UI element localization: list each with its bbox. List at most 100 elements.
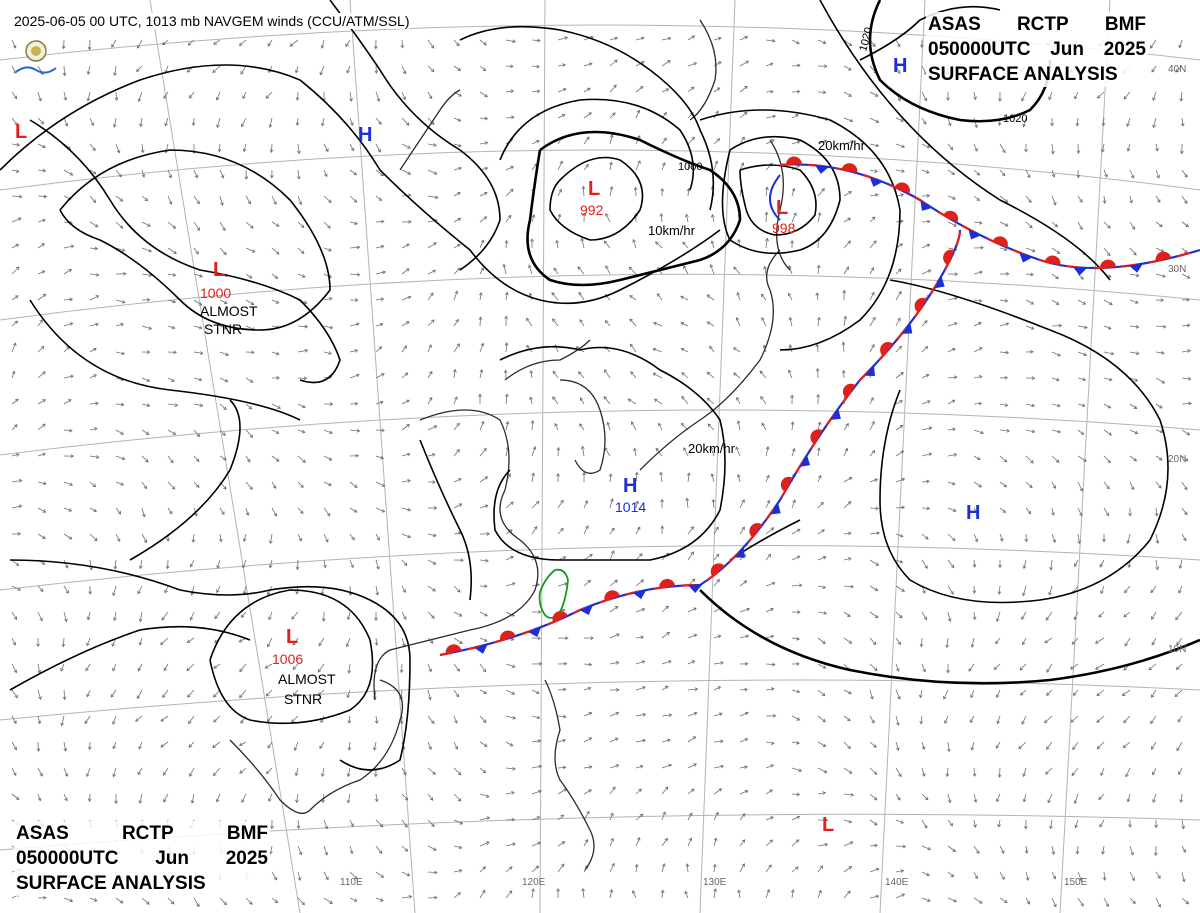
wind-arrow — [61, 715, 65, 726]
wind-arrow — [349, 195, 357, 203]
wind-arrowhead — [531, 213, 536, 218]
isobar — [329, 0, 501, 271]
wind-arrow — [63, 65, 66, 76]
wind-arrowhead — [38, 97, 42, 102]
wind-arrowhead — [579, 423, 583, 427]
wind-arrowhead — [298, 851, 303, 856]
wind-arrow — [453, 637, 463, 644]
wind-arrow — [1077, 195, 1083, 203]
wind-arrowhead — [70, 454, 75, 458]
wind-arrow — [1155, 247, 1164, 252]
wind-arrow — [11, 117, 18, 126]
wind-arrow — [627, 398, 637, 405]
wind-arrowhead — [168, 174, 172, 179]
wind-arrowhead — [1004, 375, 1009, 380]
wind-arrow — [453, 218, 461, 223]
wind-arrowhead — [587, 686, 592, 691]
wind-arrow — [609, 498, 613, 509]
wind-arrowhead — [950, 591, 954, 595]
wind-arrow — [947, 559, 955, 568]
wind-arrowhead — [15, 796, 20, 800]
wind-arrow — [427, 689, 431, 700]
wind-arrowhead — [683, 265, 687, 269]
warm-front-symbol — [445, 644, 462, 654]
wind-arrow — [479, 559, 489, 562]
wind-arrowhead — [198, 377, 203, 382]
wind-arrow — [765, 663, 775, 666]
wind-arrow — [401, 91, 406, 100]
wind-arrow — [994, 663, 1001, 670]
wind-arrowhead — [949, 146, 954, 151]
wind-arrowhead — [1096, 745, 1101, 750]
wind-arrowhead — [1058, 323, 1063, 328]
wind-arrow — [895, 689, 901, 700]
wind-arrow — [895, 845, 906, 847]
wind-arrow — [219, 507, 225, 515]
wind-arrowhead — [693, 607, 697, 611]
wind-arrowhead — [824, 64, 828, 69]
wind-arrowhead — [1150, 589, 1154, 594]
wind-arrow — [1074, 793, 1079, 804]
wind-arrowhead — [588, 789, 592, 793]
wind-arrowhead — [1186, 431, 1191, 436]
wind-arrowhead — [560, 814, 565, 819]
wind-arrowhead — [112, 721, 116, 725]
wind-arrow — [37, 767, 43, 777]
wind-arrow — [1155, 377, 1165, 384]
wind-arrowhead — [267, 591, 271, 596]
wind-arrowhead — [641, 660, 646, 664]
wind-arrowhead — [42, 535, 46, 539]
title-agency: ASAS — [16, 823, 69, 844]
low-pressure-value: 1006 — [272, 651, 303, 667]
wind-arrowhead — [1185, 900, 1190, 905]
wind-arrowhead — [561, 863, 565, 868]
wind-arrow — [895, 715, 899, 726]
wind-arrow — [765, 839, 773, 847]
wind-arrow — [973, 376, 982, 379]
wind-arrow — [583, 525, 589, 535]
wind-arrowhead — [196, 903, 200, 908]
warm-front-symbol — [659, 578, 676, 588]
wind-arrowhead — [512, 842, 516, 847]
wind-arrow — [765, 91, 774, 93]
wind-arrow — [531, 65, 540, 68]
cold-front-symbol — [579, 605, 593, 616]
wind-arrowhead — [484, 613, 488, 617]
wind-arrow — [791, 793, 800, 795]
wind-arrow — [947, 322, 958, 327]
wind-arrow — [427, 117, 435, 125]
wind-arrow — [505, 556, 514, 561]
wind-arrow — [973, 221, 982, 224]
wind-arrow — [297, 871, 301, 881]
wind-arrow — [1181, 845, 1186, 853]
wind-arrowhead — [241, 799, 245, 804]
wind-arrowhead — [535, 865, 540, 870]
wind-arrow — [661, 88, 669, 93]
wind-arrowhead — [529, 369, 534, 374]
wind-arrow — [427, 585, 436, 592]
wind-arrowhead — [458, 166, 462, 171]
wind-arrow — [895, 372, 904, 379]
wind-arrowhead — [847, 745, 851, 750]
wind-arrowhead — [43, 194, 48, 199]
title-product: SURFACE ANALYSIS — [16, 873, 206, 894]
wind-arrowhead — [1004, 403, 1009, 407]
wind-arrowhead — [848, 42, 853, 47]
wind-arrowhead — [1074, 824, 1078, 829]
wind-arrow — [453, 611, 462, 617]
wind-arrow — [479, 767, 486, 774]
title-product: SURFACE ANALYSIS — [928, 64, 1118, 85]
wind-arrowhead — [189, 94, 193, 99]
wind-arrow — [297, 247, 305, 254]
wind-arrow — [163, 663, 169, 671]
wind-arrowhead — [925, 374, 930, 378]
wind-arrowhead — [186, 69, 191, 73]
wind-arrow — [557, 739, 566, 743]
wind-arrowhead — [580, 445, 585, 450]
wind-arrowhead — [1159, 223, 1163, 228]
wind-arrow — [453, 319, 459, 327]
wind-arrowhead — [874, 93, 879, 97]
wind-arrow — [1103, 481, 1110, 490]
wind-arrow — [141, 195, 148, 202]
